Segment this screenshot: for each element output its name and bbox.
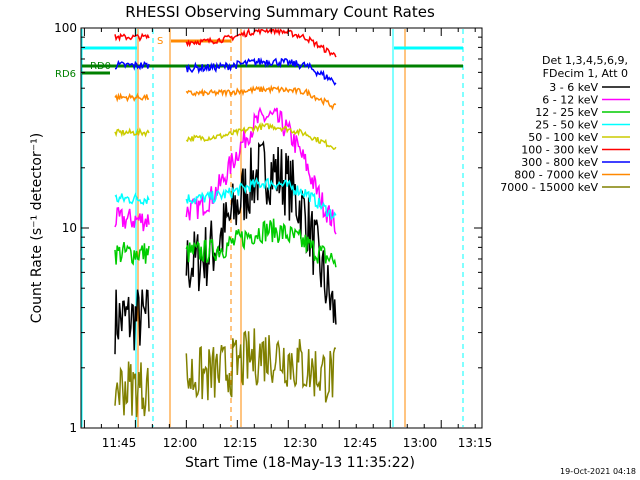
legend-item-label: 50 - 100 keV: [528, 131, 598, 144]
series-line: [114, 92, 150, 103]
series-line: [185, 218, 337, 268]
y-axis-label: Count Rate (s⁻¹ detector⁻¹): [29, 133, 45, 323]
footer-date: 19-Oct-2021 04:18: [560, 467, 636, 476]
s-flag-label: S: [157, 36, 163, 47]
x-tick-label: 12:15: [223, 436, 258, 450]
x-axis-label: Start Time (18-May-13 11:35:22): [185, 455, 415, 471]
legend-item-label: 25 - 50 keV: [535, 119, 598, 132]
legend-item-label: 300 - 800 keV: [521, 156, 598, 169]
legend-item-label: 6 - 12 keV: [542, 94, 598, 107]
series-group: [114, 27, 337, 418]
y-tick-label: 1: [69, 421, 77, 435]
series-line: [185, 106, 337, 235]
legend-header-line: FDecim 1, Att 0: [543, 67, 628, 80]
series-line: [114, 32, 150, 43]
x-tick-label: 12:30: [283, 436, 318, 450]
rd0-label: RD0: [90, 61, 111, 72]
legend-item-label: 7000 - 15000 keV: [500, 181, 598, 194]
series-line: [114, 192, 150, 206]
series-line: [114, 241, 150, 266]
series-line: [185, 57, 337, 86]
series-line: [114, 361, 150, 418]
y-tick-label: 10: [62, 221, 77, 235]
series-line: [185, 140, 337, 325]
chart-title: RHESSI Observing Summary Count Rates: [125, 3, 435, 21]
series-line: [114, 59, 150, 71]
series-line: [185, 328, 337, 403]
series-line: [114, 289, 150, 355]
x-tick-label: 11:45: [102, 436, 137, 450]
series-line: [185, 27, 337, 58]
series-line: [185, 122, 337, 151]
legend-item-label: 100 - 300 keV: [521, 144, 598, 157]
series-line: [185, 176, 337, 221]
x-tick-label: 12:45: [343, 436, 378, 450]
legend-item-label: 12 - 25 keV: [535, 106, 598, 119]
y-tick-label: 100: [54, 21, 77, 35]
x-tick-label: 13:15: [458, 436, 493, 450]
legend-item-label: 800 - 7000 keV: [514, 169, 598, 182]
x-tick-label: 13:00: [403, 436, 438, 450]
series-line: [114, 207, 150, 232]
series-line: [185, 84, 337, 111]
rd6-label: RD6: [55, 69, 76, 80]
legend: Det 1,3,4,5,6,9, FDecim 1, Att 0 3 - 6 k…: [500, 54, 630, 194]
axes-group: 100 10 1 11:45 12:00 12:15 12:30 12:45 1…: [54, 21, 492, 450]
legend-header-line: Det 1,3,4,5,6,9,: [542, 54, 628, 67]
x-tick-label: 12:00: [163, 436, 198, 450]
legend-item-label: 3 - 6 keV: [549, 81, 598, 94]
series-line: [114, 127, 150, 138]
